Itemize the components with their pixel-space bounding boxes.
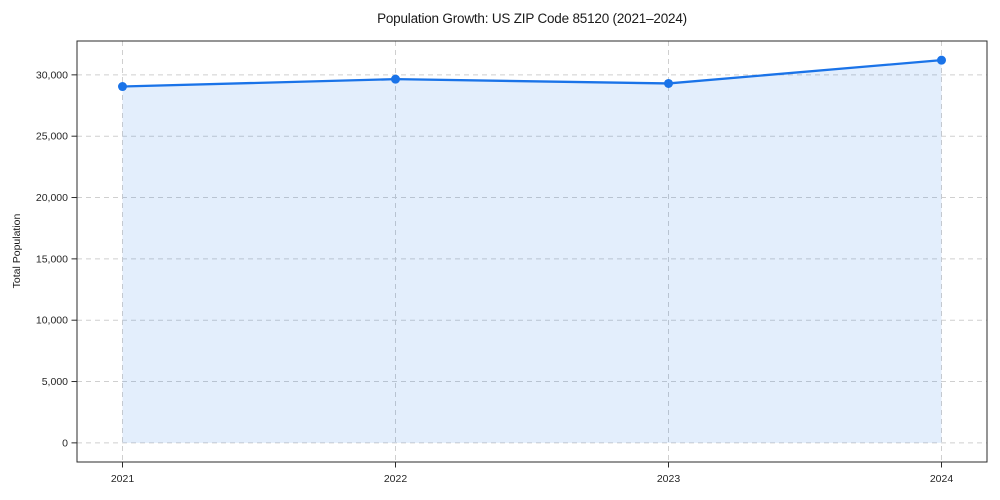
y-axis-label: Total Population xyxy=(11,213,23,289)
chart-title: Population Growth: US ZIP Code 85120 (20… xyxy=(377,11,687,26)
x-tick-label: 2022 xyxy=(384,473,408,485)
data-point xyxy=(937,55,946,65)
area-fill xyxy=(122,60,942,443)
y-tick-label: 10,000 xyxy=(36,315,68,327)
plot-border xyxy=(76,40,988,463)
y-tick-label: 15,000 xyxy=(36,253,68,265)
y-tick-label: 5,000 xyxy=(42,376,68,388)
y-tick-label: 0 xyxy=(62,437,68,449)
data-line xyxy=(121,58,943,88)
data-point xyxy=(118,82,127,92)
y-tick-label: 25,000 xyxy=(36,131,68,143)
y-tick-label: 30,000 xyxy=(36,69,68,81)
data-point xyxy=(664,78,673,88)
x-tick-label: 2024 xyxy=(930,473,954,485)
x-tick-label: 2023 xyxy=(657,473,681,485)
data-point xyxy=(391,74,400,84)
y-tick-label: 20,000 xyxy=(36,192,68,204)
x-tick-label: 2021 xyxy=(111,473,135,485)
